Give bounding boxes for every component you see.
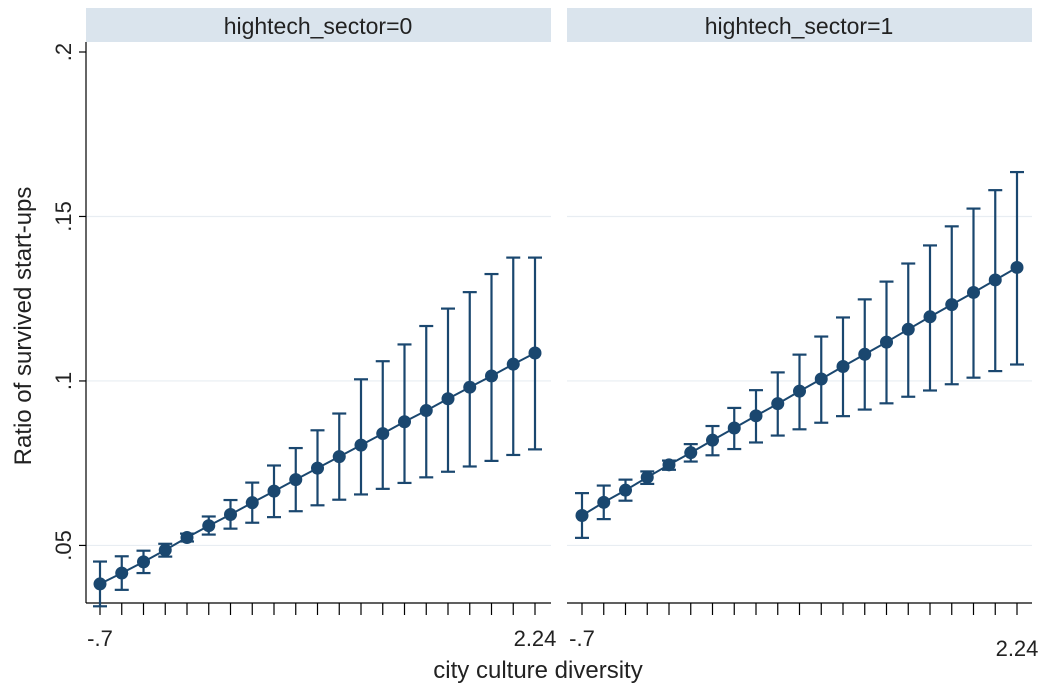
data-point (289, 473, 303, 487)
data-point (93, 577, 107, 591)
panel-plot-area: -.7 2.24 (567, 170, 1039, 661)
data-point (880, 335, 893, 349)
data-point (662, 458, 676, 472)
data-point (793, 384, 806, 398)
data-point (575, 508, 589, 522)
x-tick-label: -.7 (87, 626, 113, 651)
data-point (332, 450, 346, 464)
data-point (441, 392, 455, 406)
data-point (485, 369, 498, 383)
y-tick-label: .2 (51, 43, 76, 61)
data-point (354, 438, 368, 452)
data-point (158, 543, 172, 557)
data-point (180, 531, 194, 545)
data-point (967, 285, 980, 299)
data-point (684, 446, 698, 460)
data-point (858, 347, 872, 361)
data-point (419, 404, 433, 418)
data-point (597, 495, 611, 509)
x-tick-label: -.7 (569, 626, 595, 651)
y-tick-label: .1 (51, 372, 76, 390)
data-point (901, 322, 915, 336)
y-tick-label: .05 (51, 530, 76, 561)
y-tick-label: .15 (51, 201, 76, 232)
data-point (988, 273, 1002, 287)
data-point (749, 409, 763, 423)
panel-plot-area: .05 .1 .15 .2 -.7 2.24 (51, 42, 556, 651)
data-point (115, 566, 129, 580)
panel-hightech-0: hightech_sector=0 .05 .1 .15 .2 -.7 2.24 (51, 8, 556, 651)
data-point (814, 372, 828, 386)
data-point (267, 484, 281, 498)
data-point (771, 397, 785, 411)
x-tick-label: 2.24 (514, 626, 557, 651)
panel-title: hightech_sector=0 (224, 13, 413, 39)
data-point (245, 496, 259, 510)
data-point (137, 555, 150, 569)
data-point (202, 519, 216, 533)
x-tick-label: 2.24 (996, 636, 1039, 661)
panel-title: hightech_sector=1 (705, 13, 894, 39)
x-axis-title: city culture diversity (433, 657, 642, 684)
data-point (923, 310, 937, 324)
data-point (398, 415, 411, 429)
data-point (311, 461, 324, 475)
data-point (836, 359, 850, 373)
data-point (619, 483, 632, 497)
panel-strip (567, 8, 1032, 42)
data-point (727, 421, 741, 435)
data-point (528, 346, 542, 360)
y-axis-title: Ratio of survived start-ups (10, 187, 37, 466)
data-point (1010, 260, 1024, 274)
data-point (945, 298, 959, 312)
panel-strip (86, 8, 551, 42)
data-point (463, 380, 477, 394)
data-point (506, 357, 520, 371)
panel-hightech-1: hightech_sector=1 -.7 2.24 (567, 8, 1038, 661)
data-point (706, 433, 719, 447)
data-point (224, 508, 237, 522)
data-point (376, 427, 390, 441)
data-point (640, 470, 654, 484)
